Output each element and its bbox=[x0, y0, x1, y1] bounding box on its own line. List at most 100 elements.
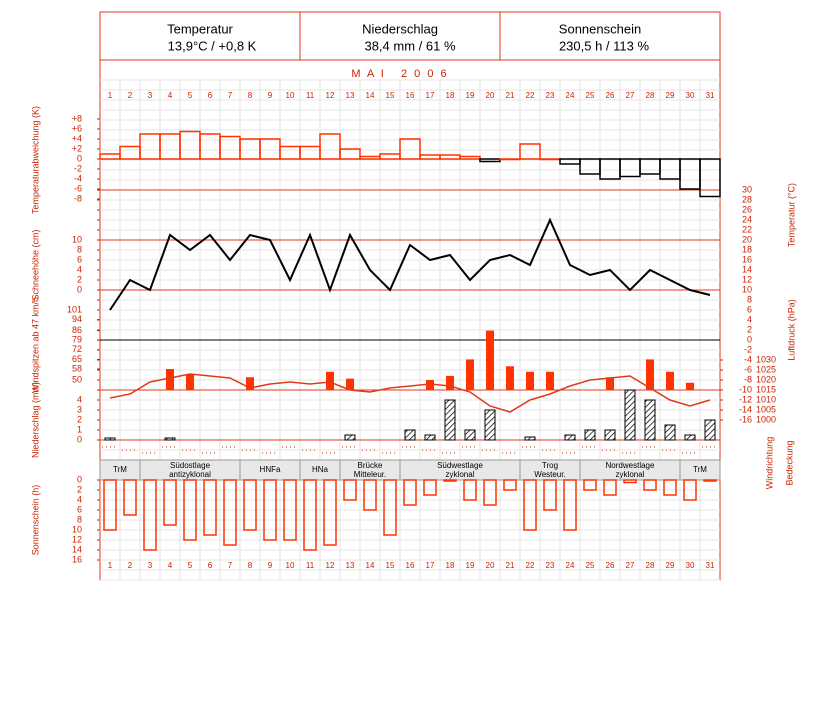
sun-bar bbox=[623, 479, 637, 484]
weather-type-box bbox=[679, 459, 721, 481]
gust-bar bbox=[166, 369, 174, 390]
weather-type-label: Südwestlage zyklonal bbox=[437, 461, 483, 479]
anomaly-bar bbox=[539, 158, 561, 161]
anomaly-bar bbox=[359, 155, 381, 160]
day-label: 25 bbox=[586, 561, 595, 570]
sun-bar bbox=[703, 479, 717, 482]
sun-bar bbox=[463, 479, 477, 501]
precip-bar bbox=[564, 434, 576, 441]
day-label: 21 bbox=[506, 561, 515, 570]
precip-bar bbox=[604, 429, 616, 441]
y-tick-label: 86 bbox=[72, 325, 82, 335]
header-value: 38,4 mm / 61 % bbox=[364, 38, 455, 53]
y-tick-label: 50 bbox=[72, 374, 82, 384]
day-label: 10 bbox=[286, 561, 295, 570]
sun-bar bbox=[103, 479, 117, 531]
weather-type-label: zyklonal bbox=[446, 470, 475, 479]
y-tick-label: 0 bbox=[77, 284, 82, 294]
anomaly-bar bbox=[299, 145, 321, 160]
header-value: 13,9°C / +0,8 K bbox=[168, 38, 257, 53]
y-tick-label: 6 bbox=[747, 304, 752, 314]
y-tick-label: 0 bbox=[747, 334, 752, 344]
gust-bar bbox=[526, 371, 534, 390]
day-label: 25 bbox=[586, 91, 595, 100]
y-tick-label: 8 bbox=[77, 244, 82, 254]
gust-bar bbox=[466, 359, 474, 390]
day-label: 12 bbox=[326, 91, 335, 100]
sun-bar bbox=[483, 479, 497, 506]
gust-bar bbox=[346, 378, 354, 390]
sun-bar bbox=[203, 479, 217, 536]
sun-bar bbox=[263, 479, 277, 541]
day-label: 8 bbox=[248, 561, 253, 570]
day-label: 1 bbox=[108, 91, 113, 100]
precip-bar bbox=[164, 437, 176, 441]
day-label: 23 bbox=[546, 561, 555, 570]
y-tick-label: 1020 bbox=[756, 374, 776, 384]
sun-bar bbox=[503, 479, 517, 491]
anomaly-bar bbox=[119, 145, 141, 160]
gust-bar bbox=[666, 371, 674, 390]
y-tick-label: 12 bbox=[72, 534, 82, 544]
axis-title: Windrichtung bbox=[764, 437, 774, 490]
sun-bar bbox=[283, 479, 297, 541]
y-tick-label: -4 bbox=[74, 173, 82, 183]
day-label: 19 bbox=[466, 91, 475, 100]
day-label: 16 bbox=[406, 561, 415, 570]
gust-bar bbox=[426, 380, 434, 390]
day-label: 28 bbox=[646, 561, 655, 570]
day-label: 20 bbox=[486, 561, 495, 570]
axis-title: Bedeckung bbox=[784, 440, 794, 485]
precip-bar bbox=[104, 437, 116, 441]
sun-bar bbox=[183, 479, 197, 541]
day-label: 26 bbox=[606, 561, 615, 570]
precip-bar bbox=[664, 424, 676, 441]
y-tick-label: 10 bbox=[72, 234, 82, 244]
y-tick-label: -10 bbox=[739, 384, 752, 394]
day-label: 14 bbox=[366, 561, 375, 570]
y-tick-label: -16 bbox=[739, 414, 752, 424]
y-tick-label: 1015 bbox=[756, 384, 776, 394]
anomaly-bar bbox=[619, 158, 641, 178]
anomaly-bar bbox=[519, 143, 541, 160]
anomaly-bar bbox=[579, 158, 601, 175]
chart-title: M A I 2 0 0 6 bbox=[351, 68, 448, 80]
sun-bar bbox=[303, 479, 317, 551]
y-tick-label: 65 bbox=[72, 354, 82, 364]
anomaly-bar bbox=[459, 155, 481, 160]
y-tick-label: 8 bbox=[77, 514, 82, 524]
day-label: 18 bbox=[446, 561, 455, 570]
y-tick-label: 20 bbox=[742, 234, 752, 244]
y-tick-label: 79 bbox=[72, 335, 82, 345]
day-label: 10 bbox=[286, 91, 295, 100]
y-tick-label: 24 bbox=[742, 214, 752, 224]
day-label: 1 bbox=[108, 561, 113, 570]
day-label: 24 bbox=[566, 91, 575, 100]
sun-bar bbox=[143, 479, 157, 551]
y-tick-label: 1010 bbox=[756, 394, 776, 404]
day-label: 30 bbox=[686, 91, 695, 100]
weather-type-label: Nordwestlage bbox=[606, 461, 655, 470]
day-label: 21 bbox=[506, 91, 515, 100]
day-label: 6 bbox=[208, 561, 213, 570]
y-tick-label: 1030 bbox=[756, 354, 776, 364]
y-tick-label: 1005 bbox=[756, 404, 776, 414]
gust-bar bbox=[246, 377, 254, 390]
y-tick-label: -6 bbox=[744, 364, 752, 374]
day-label: 29 bbox=[666, 91, 675, 100]
day-label: 2 bbox=[128, 91, 133, 100]
y-tick-label: 0 bbox=[77, 434, 82, 444]
anomaly-bar bbox=[379, 153, 401, 160]
sun-bar bbox=[403, 479, 417, 506]
anomaly-bar bbox=[99, 153, 121, 160]
y-tick-label: -6 bbox=[74, 183, 82, 193]
axis-title: Luftdruck (hPa) bbox=[786, 299, 796, 361]
y-tick-label: -2 bbox=[744, 344, 752, 354]
day-label: 27 bbox=[626, 91, 635, 100]
day-label: 12 bbox=[326, 561, 335, 570]
gust-bar bbox=[646, 359, 654, 390]
y-tick-label: 6 bbox=[77, 504, 82, 514]
day-label: 24 bbox=[566, 561, 575, 570]
day-label: 11 bbox=[306, 561, 315, 570]
